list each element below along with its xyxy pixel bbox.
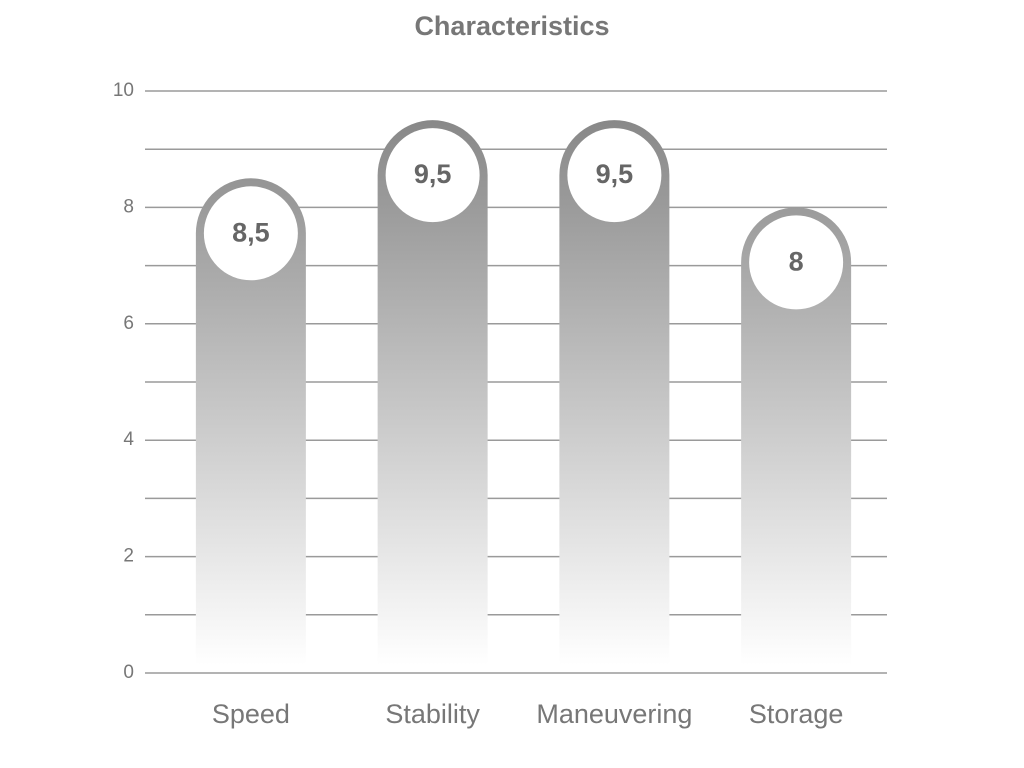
x-tick-label: Maneuvering — [536, 699, 692, 729]
value-badge — [749, 215, 844, 310]
y-tick-label: 8 — [123, 196, 134, 217]
x-tick-label: Stability — [385, 699, 480, 729]
value-label: 9,5 — [596, 159, 634, 189]
value-label: 8,5 — [232, 217, 270, 247]
bar — [377, 120, 488, 665]
value-label: 9,5 — [414, 159, 452, 189]
value-badge — [203, 186, 298, 281]
x-tick-label: Storage — [749, 699, 844, 729]
y-tick-label: 4 — [123, 429, 134, 450]
value-badge — [385, 128, 480, 223]
chart-title: Characteristics — [414, 11, 609, 41]
y-tick-label: 6 — [123, 313, 134, 334]
value-label: 8 — [789, 247, 804, 277]
y-tick-label: 2 — [123, 546, 134, 567]
y-tick-label: 10 — [113, 80, 134, 101]
bar — [195, 178, 306, 665]
y-tick-label: 0 — [123, 662, 134, 683]
bar — [741, 207, 852, 666]
x-tick-label: Speed — [212, 699, 290, 729]
value-badge — [567, 128, 662, 223]
bar — [559, 120, 670, 666]
